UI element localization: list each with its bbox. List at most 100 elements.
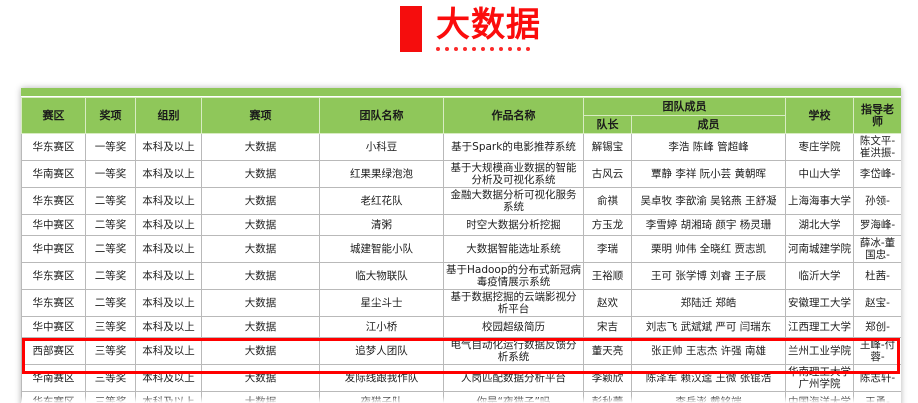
cell-school: 上海海事大学 [785, 187, 854, 215]
cell-award: 二等奖 [85, 187, 136, 215]
cell-event: 大数据 [201, 262, 320, 290]
cell-award: 二等奖 [85, 235, 136, 263]
cell-members: 李岳澎 戴铭端 [631, 391, 786, 403]
cell-school: 河南城建学院 [785, 235, 854, 263]
table-row[interactable]: 华东赛区 一等奖 本科及以上 大数据 小科豆 基于Spark的电影推荐系统 解锡宝 李浩 陈峰… [21, 133, 901, 161]
cell-members: 张正帅 王志杰 许强 南雄 [631, 337, 786, 365]
col-header-teacher[interactable]: 指导老师 [853, 97, 901, 134]
cell-group: 本科及以上 [135, 262, 202, 290]
col-header-work_name[interactable]: 作品名称 [443, 97, 584, 134]
title-dotted-underline [436, 47, 541, 53]
table-row[interactable]: 华中赛区 三等奖 本科及以上 大数据 江小桥 校园超级简历 宋吉 刘志飞 武斌斌 严可 闫瑞东… [21, 316, 901, 338]
title-dot [436, 47, 440, 51]
title-label: 大数据 [436, 5, 541, 45]
title-dot [508, 47, 512, 51]
col-header-school[interactable]: 学校 [785, 97, 854, 134]
cell-captain: 董天亮 [583, 337, 632, 365]
table-header-row-2: 队长 成员 [22, 115, 902, 134]
title-dot [481, 47, 485, 51]
title-dot [454, 47, 458, 51]
cell-event: 大数据 [201, 337, 320, 365]
cell-work_name: 校园超级简历 [443, 316, 584, 338]
cell-team_name: 追梦人团队 [319, 337, 444, 365]
cell-team_name: 星尘斗士 [319, 289, 444, 317]
table-row[interactable]: 华中赛区 二等奖 本科及以上 大数据 城建智能小队 大数据智能选址系统 李瑞 栗明 帅伟 全晓… [21, 235, 901, 263]
cell-work_name: 人岗匹配数据分析平台 [443, 364, 584, 392]
cell-captain: 李瑞 [583, 235, 632, 263]
cell-members: 李雪婷 胡湘琦 颜宇 杨灵珊 [631, 214, 786, 236]
cell-group: 本科及以上 [135, 289, 202, 317]
cell-teacher: 杜茜- [853, 262, 901, 290]
title-dot [526, 47, 530, 51]
cell-teacher: 罗海峰- [853, 214, 901, 236]
table-row[interactable]: 西部赛区 三等奖 本科及以上 大数据 追梦人团队 电气自动化运行数据反馈分析系统 董天亮 张正… [21, 337, 901, 365]
cell-award: 三等奖 [85, 364, 136, 392]
title-text-wrap: 大数据 [436, 6, 541, 53]
col-header-event[interactable]: 赛项 [201, 97, 320, 134]
cell-group: 本科及以上 [135, 235, 202, 263]
cell-region: 西部赛区 [21, 337, 86, 365]
cell-group: 本科及以上 [135, 316, 202, 338]
title-dot [445, 47, 449, 51]
cell-group: 本科及以上 [135, 337, 202, 365]
cell-team_name: 清粥 [319, 214, 444, 236]
cell-captain: 古风云 [583, 160, 632, 188]
cell-group: 本科及以上 [135, 133, 202, 161]
table-head: 赛区 奖项 组别 赛项 团队名称 作品名称 团队成员 学校 指导老师 队长 成员 [21, 97, 902, 134]
cell-work_name: 基于大规模商业数据的智能分析及可视化系统 [443, 160, 584, 188]
cell-school: 江西理工大学 [785, 316, 854, 338]
table-row[interactable]: 华南赛区 一等奖 本科及以上 大数据 红果果绿泡泡 基于大规模商业数据的智能分析及可视化系… [21, 160, 901, 188]
cell-region: 华中赛区 [21, 235, 86, 263]
cell-award: 三等奖 [85, 391, 136, 403]
cell-event: 大数据 [201, 187, 320, 215]
cell-teacher: 陈志轩- [853, 364, 901, 392]
cell-captain: 解锡宝 [583, 133, 632, 161]
col-header-team-members[interactable]: 团队成员 [583, 97, 786, 116]
cell-members: 覃静 李祥 阮小芸 黄朝晖 [631, 160, 786, 188]
cell-group: 本科及以上 [135, 214, 202, 236]
cell-work_name: 电气自动化运行数据反馈分析系统 [443, 337, 584, 365]
cell-members: 郑陆迁 郑皓 [631, 289, 786, 317]
col-subheader-members[interactable]: 成员 [631, 115, 786, 134]
table-row[interactable]: 华东赛区 二等奖 本科及以上 大数据 临大物联队 基于Hadoop的分布式新冠病毒疫情展示… [21, 262, 901, 290]
table-row[interactable]: 华东赛区 二等奖 本科及以上 大数据 老红花队 金融大数据分析可视化服务系统 俞祺 吴卓牧 李… [21, 187, 901, 215]
cell-event: 大数据 [201, 364, 320, 392]
cell-team_name: 临大物联队 [319, 262, 444, 290]
table-row[interactable]: 华中赛区 二等奖 本科及以上 大数据 清粥 时空大数据分析挖掘 方玉龙 李雪婷 胡湘琦 颜宇 … [21, 214, 901, 236]
table-row[interactable]: 华南赛区 三等奖 本科及以上 大数据 发际线跟我作队 人岗匹配数据分析平台 李颖欣 陈泽军 赖… [21, 364, 901, 392]
cell-team_name: 城建智能小队 [319, 235, 444, 263]
cell-captain: 王裕顺 [583, 262, 632, 290]
cell-region: 华中赛区 [21, 214, 86, 236]
col-header-team_name[interactable]: 团队名称 [319, 97, 444, 134]
cell-team_name: 老红花队 [319, 187, 444, 215]
table-row[interactable]: 华东赛区 三等奖 本科及以上 大数据 夜猫子队 你是“夜猫子”吗 彭秋蕾 李岳澎 戴铭端 中国海… [21, 391, 901, 403]
cell-captain: 彭秋蕾 [583, 391, 632, 403]
col-subheader-captain[interactable]: 队长 [583, 115, 632, 134]
table-row[interactable]: 华东赛区 二等奖 本科及以上 大数据 星尘斗士 基于数据挖掘的云端影视分析平台 赵欢 郑陆迁 … [21, 289, 901, 317]
cell-event: 大数据 [201, 160, 320, 188]
cell-group: 本科及以上 [135, 391, 202, 403]
cell-members: 刘志飞 武斌斌 严可 闫瑞东 [631, 316, 786, 338]
cell-region: 华东赛区 [21, 391, 86, 403]
cell-captain: 俞祺 [583, 187, 632, 215]
results-table-card: 赛区 奖项 组别 赛项 团队名称 作品名称 团队成员 学校 指导老师 队长 成员 华东赛区 一等奖本… [21, 88, 901, 403]
cell-team_name: 红果果绿泡泡 [319, 160, 444, 188]
cell-event: 大数据 [201, 289, 320, 317]
cell-captain: 李颖欣 [583, 364, 632, 392]
cell-teacher: 孙领- [853, 187, 901, 215]
cell-school: 湖北大学 [785, 214, 854, 236]
cell-teacher: 陈文平-崔洪振- [853, 133, 901, 161]
col-header-group[interactable]: 组别 [135, 97, 202, 134]
cell-school: 枣庄学院 [785, 133, 854, 161]
cell-members: 李浩 陈峰 管超峰 [631, 133, 786, 161]
col-header-region[interactable]: 赛区 [21, 97, 86, 134]
col-header-award[interactable]: 奖项 [85, 97, 136, 134]
cell-team_name: 江小桥 [319, 316, 444, 338]
cell-team_name: 夜猫子队 [319, 391, 444, 403]
cell-school: 兰州工业学院 [785, 337, 854, 365]
cell-region: 华中赛区 [21, 316, 86, 338]
cell-region: 华南赛区 [21, 160, 86, 188]
cell-teacher: 王峰-付蓉- [853, 337, 901, 365]
cell-group: 本科及以上 [135, 160, 202, 188]
